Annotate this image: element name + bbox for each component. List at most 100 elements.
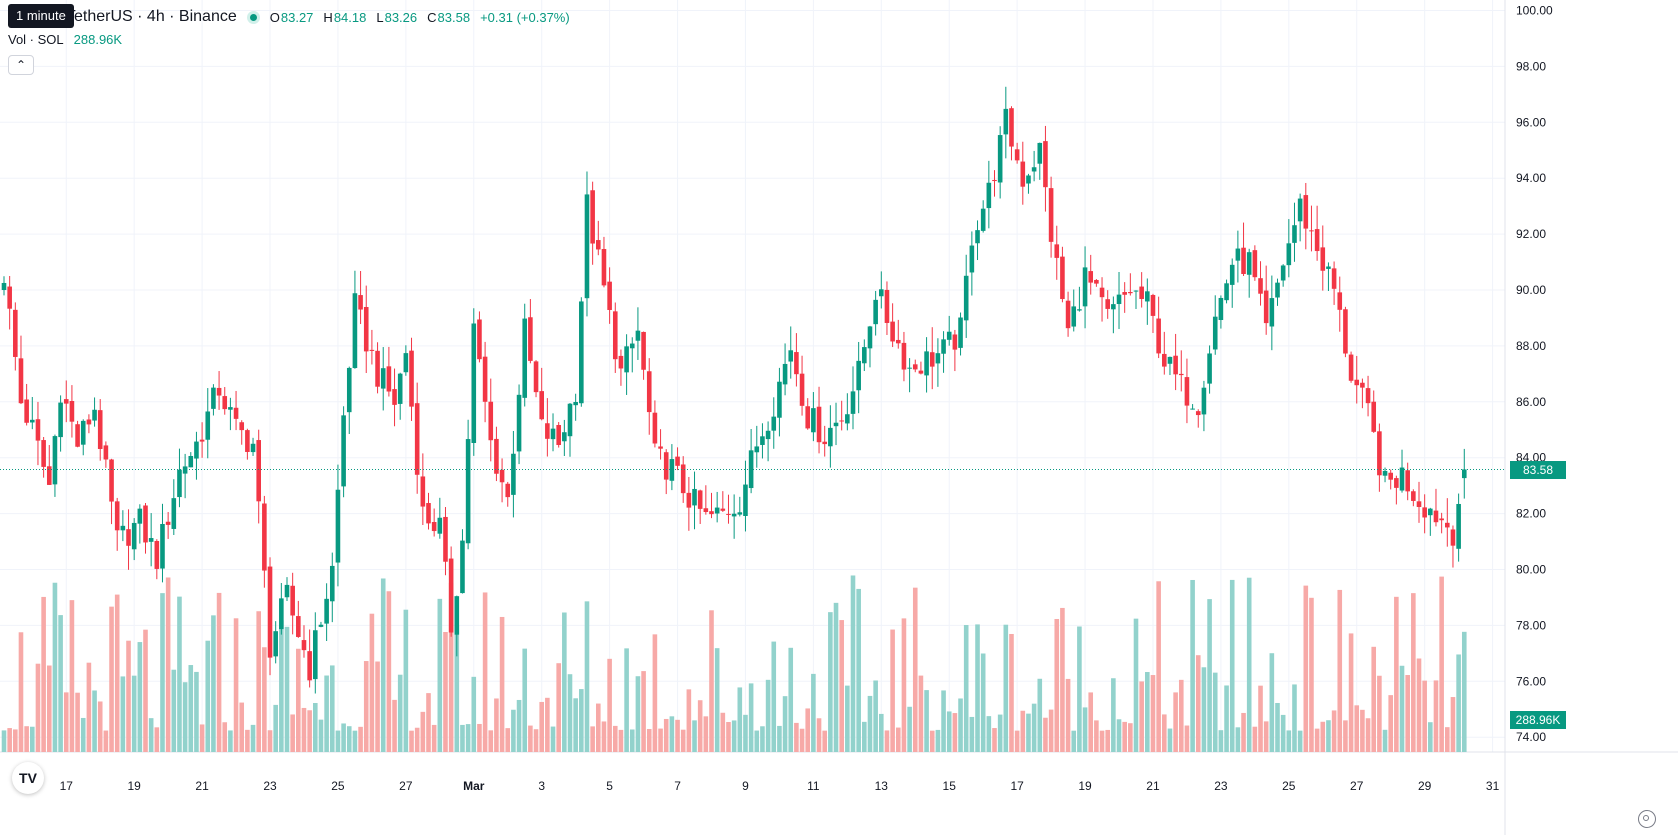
candle-body: [126, 529, 131, 546]
volume-bar: [69, 600, 75, 752]
volume-bar: [103, 730, 109, 752]
candle-body: [901, 342, 907, 370]
volume-bar: [165, 577, 171, 752]
candle-body: [726, 513, 731, 515]
y-tick-label: 90.00: [1516, 283, 1546, 297]
x-tick-label: 21: [195, 779, 209, 793]
candle-body: [301, 640, 307, 651]
volume-bar: [1201, 667, 1207, 752]
candle-body: [1297, 198, 1303, 222]
candle-body: [1173, 355, 1178, 375]
x-tick-label: 9: [742, 779, 749, 793]
volume-bar: [1145, 672, 1150, 752]
volume-bar: [386, 591, 392, 752]
symbol-title[interactable]: TetherUS · 4h · Binance: [66, 8, 237, 25]
candle-body: [477, 319, 482, 360]
volume-bar: [1292, 684, 1297, 752]
volume-bar: [1371, 646, 1377, 752]
volume-bar: [341, 723, 346, 752]
candle-body: [222, 396, 228, 410]
volume-bar: [612, 725, 618, 752]
y-tick-label: 88.00: [1516, 339, 1546, 353]
volume-bar: [160, 593, 165, 752]
volume-bar: [273, 704, 278, 752]
candle-body: [262, 503, 267, 571]
candle-body: [41, 440, 46, 467]
volume-bar: [511, 709, 516, 752]
volume-bar: [318, 719, 324, 752]
x-tick-label: 21: [1146, 779, 1160, 793]
volume-bar: [952, 713, 958, 752]
candle-body: [579, 301, 584, 404]
candle-body: [839, 420, 844, 422]
volume-bar: [143, 629, 148, 752]
volume-bar: [799, 728, 805, 752]
x-tick-label: 29: [1418, 779, 1432, 793]
candle-body: [375, 350, 380, 387]
volume-bar: [754, 730, 760, 752]
x-tick-label: 31: [1486, 779, 1500, 793]
collapse-legend-button[interactable]: ⌃: [8, 55, 34, 75]
candle-body: [1388, 472, 1393, 480]
candle-body: [346, 367, 352, 413]
volume-bar: [301, 707, 307, 752]
candle-body: [669, 459, 675, 481]
volume-bar: [652, 634, 658, 752]
volume-bar: [624, 648, 629, 752]
volume-bar: [1184, 725, 1190, 752]
candle-body: [771, 416, 777, 431]
chart-settings-gear-icon[interactable]: [1638, 810, 1656, 828]
volume-bar: [58, 615, 63, 752]
volume-bar: [414, 727, 420, 752]
volume-bar: [499, 616, 505, 752]
y-tick-label: 96.00: [1516, 115, 1546, 129]
candle-body: [431, 522, 437, 532]
volume-bar: [420, 711, 426, 752]
candle-body: [1178, 373, 1184, 376]
volume-bar: [811, 673, 816, 752]
candle-body: [1428, 508, 1433, 516]
candle-body: [267, 566, 273, 658]
volume-bar: [397, 674, 403, 752]
x-tick-label: 13: [875, 779, 889, 793]
candle-body: [1235, 248, 1241, 261]
volume-bar: [437, 598, 443, 752]
candle-body: [1411, 491, 1416, 501]
candle-body: [573, 402, 578, 406]
candle-body: [1445, 522, 1450, 528]
candle-body: [1275, 282, 1280, 298]
volume-bar: [545, 697, 550, 752]
candle-body: [13, 309, 18, 357]
candle-body: [907, 367, 912, 369]
candle-body: [890, 321, 895, 342]
volume-bar: [794, 722, 799, 752]
candle-body: [550, 428, 556, 440]
volume-bar: [822, 730, 827, 752]
candle-body: [833, 422, 839, 427]
y-tick-label: 82.00: [1516, 507, 1546, 521]
candle-body: [612, 311, 618, 360]
volume-bar: [35, 663, 41, 752]
volume-bar: [686, 689, 692, 752]
volume-bar: [788, 647, 794, 752]
candle-body: [1, 282, 7, 290]
volume-bar: [18, 632, 24, 752]
market-status-icon[interactable]: [246, 10, 260, 24]
volume-bar: [324, 675, 329, 752]
volume-bar: [912, 587, 918, 752]
volume-bar: [1377, 675, 1382, 752]
candle-body: [211, 387, 216, 409]
volume-bar: [709, 610, 714, 752]
y-tick-label: 78.00: [1516, 618, 1546, 632]
candle-body: [482, 356, 488, 402]
candle-body: [1365, 388, 1371, 404]
volume-bar: [194, 671, 199, 752]
candle-body: [1371, 401, 1377, 432]
volume-label[interactable]: Vol · SOL: [8, 32, 64, 47]
volume-bar: [1439, 576, 1444, 752]
volume-bar: [284, 626, 290, 752]
tradingview-logo[interactable]: TV: [12, 762, 44, 794]
volume-bar: [850, 575, 856, 752]
